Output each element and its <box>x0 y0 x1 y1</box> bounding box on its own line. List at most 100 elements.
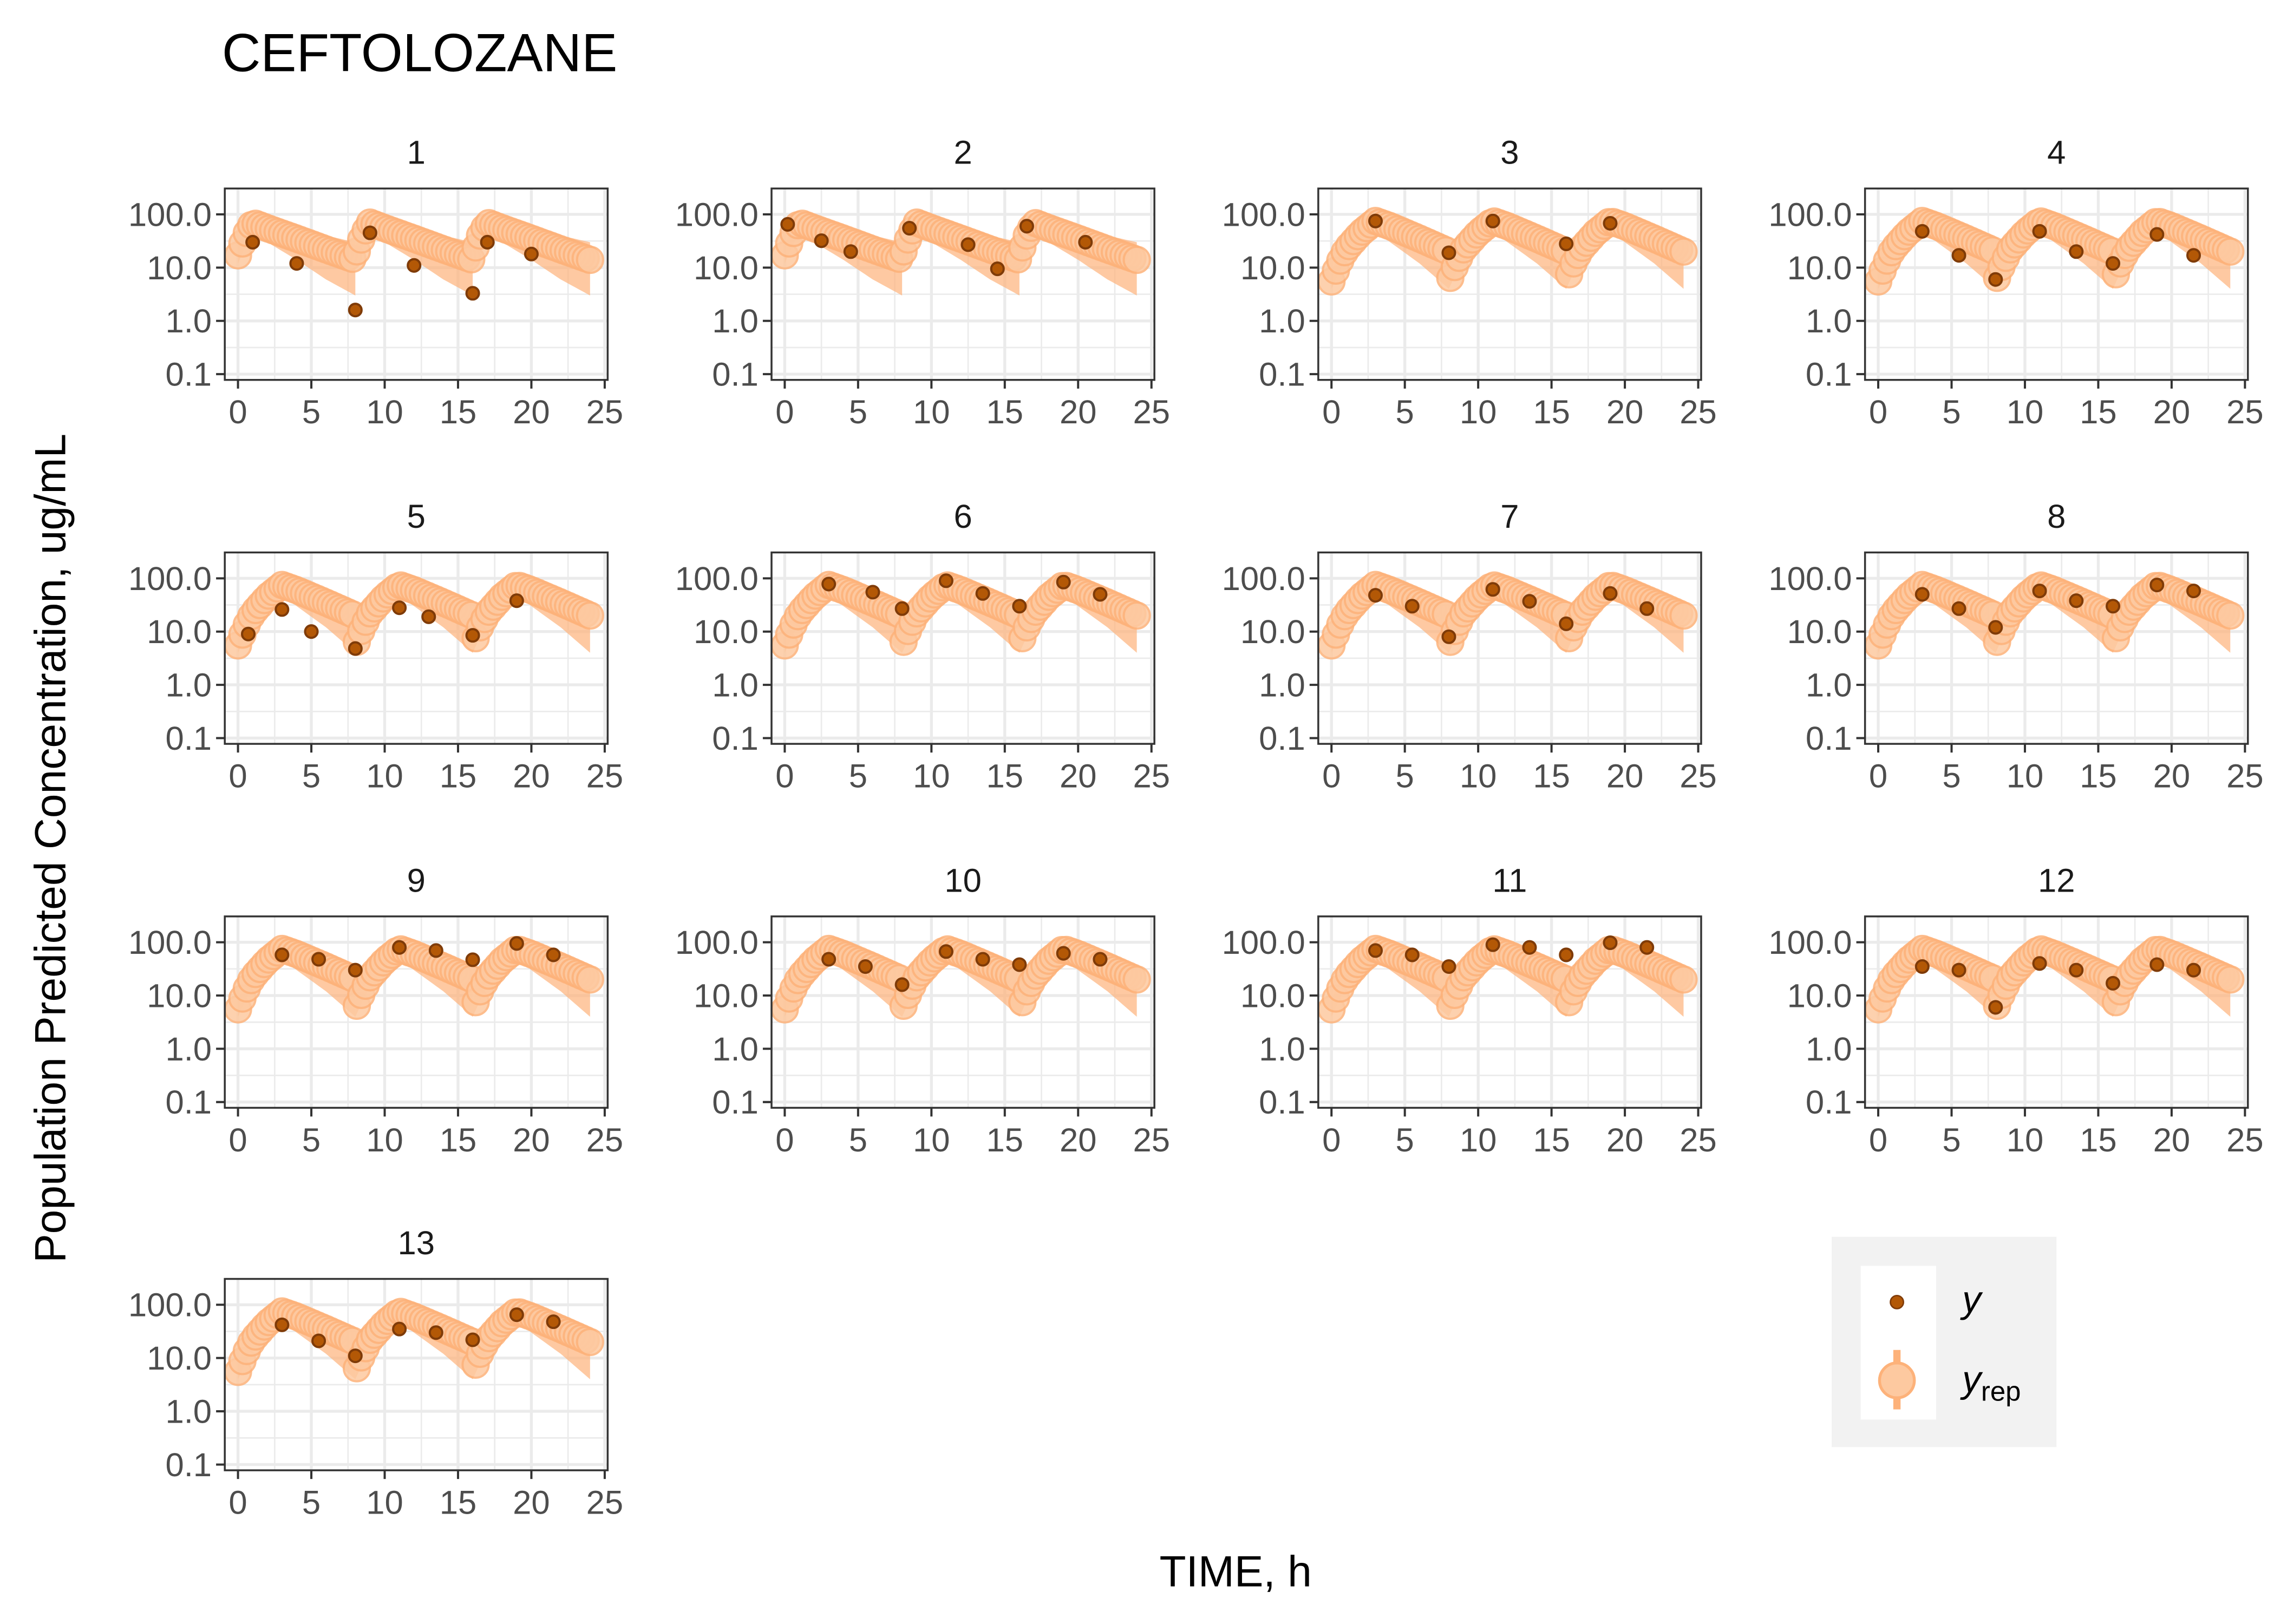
x-tick-label: 15 <box>986 757 1024 795</box>
panel-strip-label: 2 <box>953 134 972 172</box>
x-tick-label: 10 <box>1460 757 1497 795</box>
observed-y-point <box>843 244 858 259</box>
y-tick-label: 100.0 <box>128 560 212 598</box>
observed-y-point <box>1441 245 1456 260</box>
observed-y-point <box>2149 227 2165 242</box>
y-tick-label: 100.0 <box>675 560 759 598</box>
observed-y-point <box>392 600 407 615</box>
observed-y-point <box>865 585 880 600</box>
observed-y-point <box>1988 620 2003 635</box>
x-tick-label: 10 <box>2007 757 2044 795</box>
y-tick-label: 10.0 <box>1787 977 1852 1014</box>
observed-y-point <box>1951 962 1966 978</box>
x-tick-label: 15 <box>440 1122 477 1159</box>
x-tick-label: 10 <box>366 1484 403 1521</box>
x-tick-label: 5 <box>302 394 321 431</box>
observed-y-point <box>362 225 377 240</box>
x-tick-label: 10 <box>1460 1122 1497 1159</box>
panel-strip-label: 9 <box>407 862 426 899</box>
observed-y-point <box>1093 952 1108 967</box>
x-tick-label: 25 <box>586 1484 624 1521</box>
observed-y-point <box>990 261 1005 277</box>
y-tick-label: 0.1 <box>1259 1084 1305 1121</box>
x-tick-label: 20 <box>513 757 550 795</box>
observed-y-point <box>1078 234 1093 250</box>
observed-y-point <box>546 1314 561 1330</box>
y-tick-label: 1.0 <box>1806 303 1852 340</box>
x-tick-label: 0 <box>1869 394 1887 431</box>
x-tick-label: 15 <box>2080 1122 2117 1159</box>
observed-y-point <box>1639 940 1655 955</box>
observed-y-point <box>1012 599 1027 614</box>
observed-y-point <box>1914 959 1930 974</box>
y-tick-label: 0.1 <box>712 720 759 757</box>
panel-border <box>1864 915 2249 1109</box>
observed-y-point <box>245 234 260 250</box>
x-tick-label: 10 <box>366 757 403 795</box>
x-tick-label: 15 <box>1533 1122 1570 1159</box>
y-tick-label: 1.0 <box>1259 667 1305 704</box>
x-tick-label: 15 <box>1533 394 1570 431</box>
x-tick-label: 5 <box>302 757 321 795</box>
y-tick-label: 1.0 <box>712 1031 759 1068</box>
x-tick-label: 25 <box>586 394 624 431</box>
observed-y-point <box>1603 935 1618 951</box>
observed-y-point <box>1093 587 1108 602</box>
y-tick-label: 100.0 <box>1768 560 1852 598</box>
y-tick-label: 0.1 <box>165 1446 212 1484</box>
observed-y-point <box>1368 213 1383 228</box>
panel-border <box>1864 187 2249 381</box>
observed-y-point <box>465 628 480 643</box>
x-tick-label: 25 <box>586 757 624 795</box>
panel-border <box>224 187 609 381</box>
y-tick-label: 10.0 <box>1787 613 1852 651</box>
x-tick-label: 10 <box>2007 1122 2044 1159</box>
x-tick-label: 25 <box>2226 757 2264 795</box>
x-tick-label: 0 <box>228 394 247 431</box>
observed-y-point <box>1639 601 1655 616</box>
observed-y-point <box>1441 959 1456 974</box>
x-tick-label: 25 <box>2226 1122 2264 1159</box>
y-tick-label: 100.0 <box>1768 924 1852 961</box>
observed-y-point <box>2105 975 2121 991</box>
panel-border <box>770 187 1155 381</box>
x-tick-label: 10 <box>2007 394 2044 431</box>
panel-11: 11 0 5 10 15 20 25 0.1 1.0 10.0 100.0 <box>1222 862 1717 1158</box>
panel-strip-label: 10 <box>944 862 982 899</box>
yrep-point <box>2216 965 2245 994</box>
observed-y-point <box>241 626 256 641</box>
panel-4: 4 0 5 10 15 20 25 0.1 1.0 10.0 100.0 <box>1768 134 2263 431</box>
observed-y-point <box>392 940 407 955</box>
observed-y-point <box>392 1321 407 1337</box>
y-tick-label: 100.0 <box>128 1287 212 1324</box>
y-tick-label: 1.0 <box>712 667 759 704</box>
x-tick-label: 15 <box>1533 757 1570 795</box>
y-tick-label: 100.0 <box>128 924 212 961</box>
x-tick-label: 15 <box>440 757 477 795</box>
panel-border <box>1864 551 2249 745</box>
y-tick-label: 10.0 <box>147 977 212 1014</box>
y-tick-label: 0.1 <box>165 1084 212 1121</box>
observed-y-point <box>1485 213 1500 228</box>
x-tick-label: 10 <box>913 1122 950 1159</box>
y-tick-label: 0.1 <box>1806 1084 1852 1121</box>
observed-y-point <box>407 258 422 273</box>
yrep-point <box>2216 601 2245 630</box>
x-tick-label: 10 <box>913 394 950 431</box>
observed-y-point <box>2069 962 2084 978</box>
observed-y-point <box>2032 584 2047 599</box>
x-tick-label: 20 <box>1060 757 1097 795</box>
observed-y-point <box>1056 574 1071 590</box>
observed-y-point <box>348 962 363 978</box>
observed-y-point <box>894 601 910 616</box>
observed-y-point <box>289 256 304 271</box>
x-tick-label: 10 <box>366 1122 403 1159</box>
x-tick-label: 25 <box>1133 394 1170 431</box>
panel-7: 7 0 5 10 15 20 25 0.1 1.0 10.0 100.0 <box>1222 498 1717 795</box>
legend-label-y: y <box>1960 1278 1983 1320</box>
observed-y-point <box>1019 219 1034 234</box>
observed-y-point <box>2149 578 2165 593</box>
panel-border <box>224 1278 609 1471</box>
yrep-point <box>1122 245 1151 274</box>
observed-y-point <box>275 947 290 962</box>
